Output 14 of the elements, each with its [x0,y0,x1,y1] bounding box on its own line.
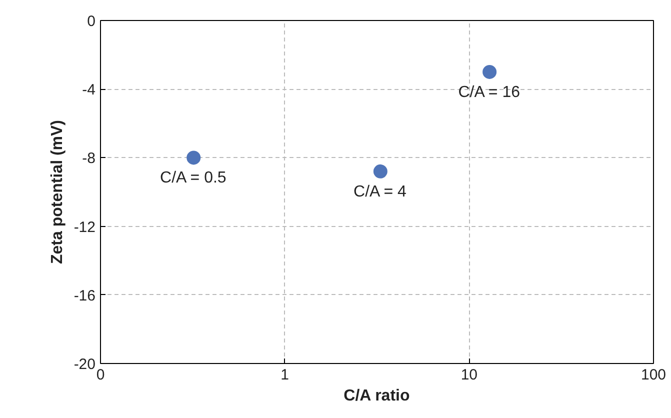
annotation: C/A = 16 [458,84,520,101]
x-tick-label: 1 [280,366,290,384]
y-tick-label: -16 [74,287,96,304]
y-tick-label: -12 [74,218,96,236]
x-tick-label: 10 [460,366,478,384]
x-tick-label: 100 [640,366,666,384]
y-tick-label: 0 [87,13,96,30]
y-tick-label: -4 [82,82,96,99]
y-axis-title: Zeta potential (mV) [48,120,66,264]
annotation: C/A = 0.5 [160,170,226,187]
x-axis-title: C/A ratio [344,388,410,404]
annotation: C/A = 4 [354,183,407,200]
y-tick-label: -8 [82,150,96,168]
y-tick-label: -20 [74,356,96,373]
